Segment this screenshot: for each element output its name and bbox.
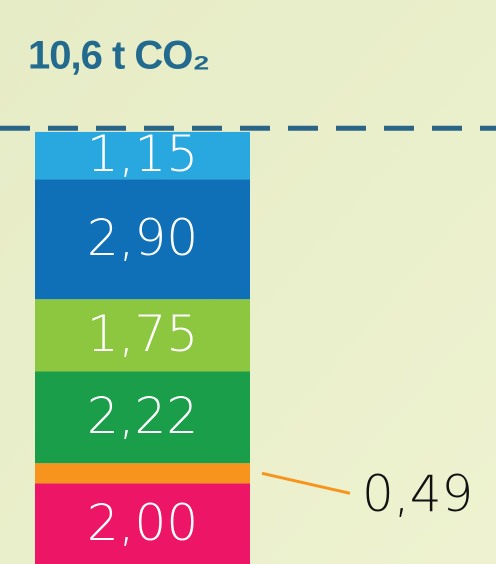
leader-line (261, 471, 351, 495)
segment-label: 2,22 (87, 387, 198, 445)
chart-title: 10,6 t CO₂ (28, 34, 209, 78)
outside-label: 0,49 (362, 465, 473, 523)
bar-segment (35, 371, 250, 464)
segment-label: 2,00 (87, 494, 198, 552)
segment-label: 1,15 (87, 125, 198, 183)
segment-label: 1,75 (87, 305, 198, 363)
bar-segment (35, 131, 250, 180)
bar-segment (35, 299, 250, 372)
segment-label: 2,90 (87, 209, 198, 267)
bar-segment (35, 179, 250, 300)
bar-segment (35, 483, 250, 564)
bar-segment (35, 463, 250, 484)
